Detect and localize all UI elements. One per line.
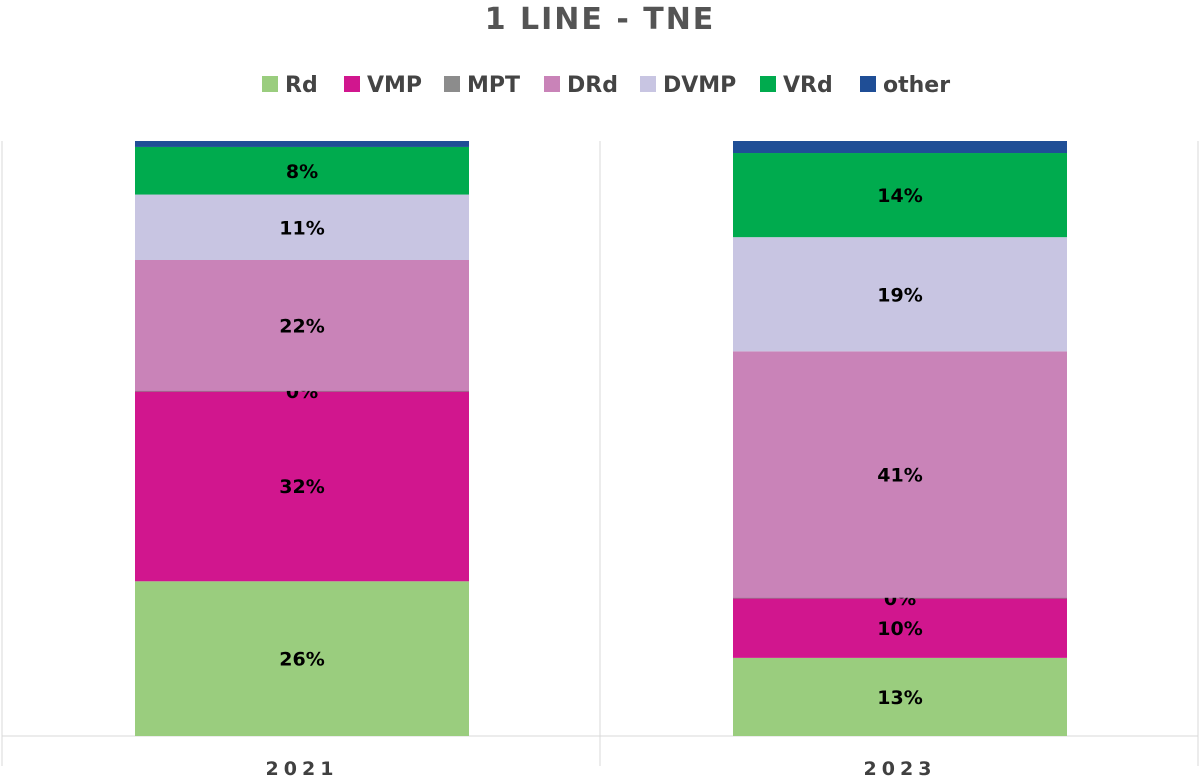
bar-segment-vrd-2021 <box>135 146 469 195</box>
bar-segment-vrd-2023 <box>733 153 1067 238</box>
data-label-drd-2021: 22% <box>279 315 324 337</box>
legend-label-rd: Rd <box>285 73 318 98</box>
bar-segment-vmp-2023 <box>733 597 1067 658</box>
legend-label-mpt: MPT <box>467 73 520 98</box>
legend-swatch-drd <box>544 76 560 92</box>
bar-segment-vmp-2021 <box>135 390 469 582</box>
legend-label-vmp: VMP <box>367 73 422 98</box>
legend-label-vrd: VRd <box>783 73 833 98</box>
x-tick-label-2023: 2023 <box>864 758 937 777</box>
bar-segment-dvmp-2023 <box>733 237 1067 352</box>
data-label-vrd-2023: 14% <box>877 185 922 207</box>
legend-swatch-other <box>860 76 876 92</box>
data-label-rd-2023: 13% <box>877 687 922 709</box>
bar-segment-rd-2021 <box>135 581 469 736</box>
legend-label-drd: DRd <box>567 73 618 98</box>
bar-segment-other-2021 <box>135 141 469 147</box>
data-label-vmp-2023: 10% <box>877 618 922 640</box>
legend-swatch-rd <box>262 76 278 92</box>
bar-segment-drd-2021 <box>135 260 469 391</box>
legend-label-dvmp: DVMP <box>663 73 736 98</box>
data-label-vmp-2021: 32% <box>279 476 324 498</box>
bar-segment-rd-2023 <box>733 657 1067 736</box>
bar-segment-dvmp-2021 <box>135 194 469 260</box>
data-label-vrd-2021: 8% <box>286 161 318 183</box>
legend-swatch-vrd <box>760 76 776 92</box>
bar-segment-other-2023 <box>733 141 1067 154</box>
legend-swatch-dvmp <box>640 76 656 92</box>
legend-label-other: other <box>883 73 950 98</box>
data-label-drd-2023: 41% <box>877 465 922 487</box>
data-label-rd-2021: 26% <box>279 649 324 671</box>
data-label-dvmp-2023: 19% <box>877 284 922 306</box>
bar-segment-drd-2023 <box>733 351 1067 598</box>
data-label-dvmp-2021: 11% <box>279 217 324 239</box>
legend-swatch-vmp <box>344 76 360 92</box>
x-tick-label-2021: 2021 <box>266 758 339 777</box>
legend-swatch-mpt <box>444 76 460 92</box>
chart-title: 1 LINE - TNE <box>484 2 716 37</box>
